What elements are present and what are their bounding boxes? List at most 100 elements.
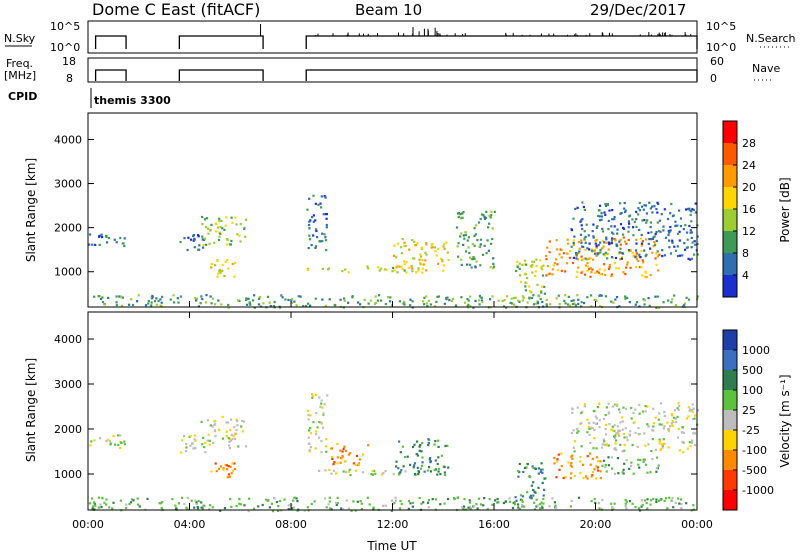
power-cells-cell (560, 269, 563, 272)
time-xlabel: Time UT (366, 539, 417, 553)
power-cells-cell (268, 301, 271, 304)
power-cells-cell (321, 239, 324, 243)
vel-cells-cell (622, 432, 625, 436)
vel-cells-cell (580, 412, 583, 415)
power-cells-cell (482, 214, 485, 217)
vel-cells-cell (641, 503, 644, 507)
vel-cells-cell (641, 410, 645, 413)
power-cells-cell (572, 239, 575, 242)
power-cells-cell (468, 263, 472, 266)
power-cells-cell (201, 223, 204, 226)
vel-cells-cell (92, 501, 96, 504)
power-cells-cell (584, 249, 587, 252)
power-cells-cell (210, 266, 213, 269)
power-cells-cell (543, 285, 546, 288)
vel-cells-cell (649, 503, 652, 506)
vel-cells-cell (610, 428, 613, 431)
velocity-cbar-swatch-1 (723, 350, 737, 371)
vel-cells-cell (306, 506, 309, 509)
power-cells-cell (639, 237, 643, 240)
power-cells-cell (676, 245, 679, 248)
power-cells-cell (442, 245, 445, 248)
vel-cells-cell (211, 425, 214, 428)
vel-cells-cell (652, 497, 655, 500)
power-cells-cell (619, 202, 622, 205)
vel-cells-cell (226, 468, 229, 471)
power-cells-cell (193, 237, 196, 240)
vel-cells-cell (248, 497, 251, 500)
power-cells-cell (128, 303, 131, 306)
vel-cells-cell (555, 460, 559, 463)
power-cells-cell (547, 273, 550, 276)
vel-cells-cell (321, 426, 325, 429)
power-cells-cell (223, 274, 226, 278)
power-cells-cell (392, 254, 396, 257)
power-cells-cell (557, 294, 560, 297)
power-cells-cell (210, 262, 213, 265)
vel-cells-cell (528, 496, 532, 499)
vel-cells-cell (637, 458, 640, 461)
vel-cells-cell (310, 502, 313, 506)
vel-cells-cell (360, 507, 363, 511)
vel-cells-cell (411, 505, 414, 508)
vel-cells-cell (232, 435, 235, 438)
vel-cells-cell (221, 415, 224, 418)
power-cells-cell (690, 246, 693, 249)
vel-cells-cell (521, 505, 524, 508)
vel-cells-cell (463, 498, 466, 501)
vel-cells-cell (668, 428, 671, 431)
vel-cells-cell (592, 410, 595, 413)
vel-cells-cell (494, 499, 497, 502)
vel-cells-cell (123, 440, 126, 443)
power-cells-cell (688, 224, 691, 228)
power-cells-cell (489, 216, 492, 219)
power-cells-cell (607, 219, 610, 222)
vel-cells-cell (621, 450, 624, 453)
power-cells-cell (579, 233, 583, 236)
power-cells-cell (684, 248, 687, 251)
vel-cells-cell (437, 470, 440, 473)
vel-cells-cell (194, 447, 197, 450)
power-cells-cell (176, 297, 179, 300)
power-cells-cell (605, 241, 608, 244)
vel-cells-cell (209, 504, 212, 507)
power-cells-cell (652, 236, 655, 239)
nsky-tick-bottom: 10^0 (50, 41, 80, 54)
power-cells-cell (607, 268, 611, 271)
vel-cells-cell (239, 503, 242, 506)
power-cells-cell (521, 263, 524, 266)
power-cells-cell (598, 204, 602, 207)
power-cbar-tick-label-0: 28 (742, 137, 756, 150)
vel-cells-cell (617, 433, 620, 436)
power-cells-cell (598, 209, 601, 212)
vel-cells-cell (588, 452, 592, 455)
power-cells-cell (236, 233, 239, 236)
vel-cells-cell (607, 412, 610, 415)
power-cells-cell (491, 237, 494, 241)
vel-cells-cell (307, 418, 310, 421)
vel-cells-cell (611, 506, 614, 510)
power-cells-cell (233, 275, 236, 278)
vel-cells-cell (418, 449, 421, 452)
vel-cells-cell (100, 505, 103, 509)
power-cells-cell (673, 245, 676, 248)
vel-cells-cell (235, 418, 238, 421)
power-cells-cell (492, 267, 495, 270)
vel-cells-cell (101, 497, 104, 500)
power-cells-cell (584, 235, 587, 238)
vel-cells-cell (119, 499, 122, 502)
power-cells-cell (623, 240, 627, 243)
power-cells-cell (435, 254, 438, 257)
vel-cells-cell (360, 502, 363, 505)
vel-cells-cell (670, 422, 673, 425)
vel-cells-cell (577, 430, 580, 433)
vel-cells-cell (366, 496, 369, 499)
power-cells-cell (197, 234, 200, 237)
power-cells-cell (615, 244, 618, 248)
vel-cells-cell (574, 440, 577, 443)
vel-cells-cell (309, 432, 312, 435)
power-cells-cell (257, 303, 261, 306)
power-cells-cell (299, 295, 302, 298)
vel-cells-cell (296, 509, 299, 512)
vel-cells-cell (553, 462, 556, 465)
